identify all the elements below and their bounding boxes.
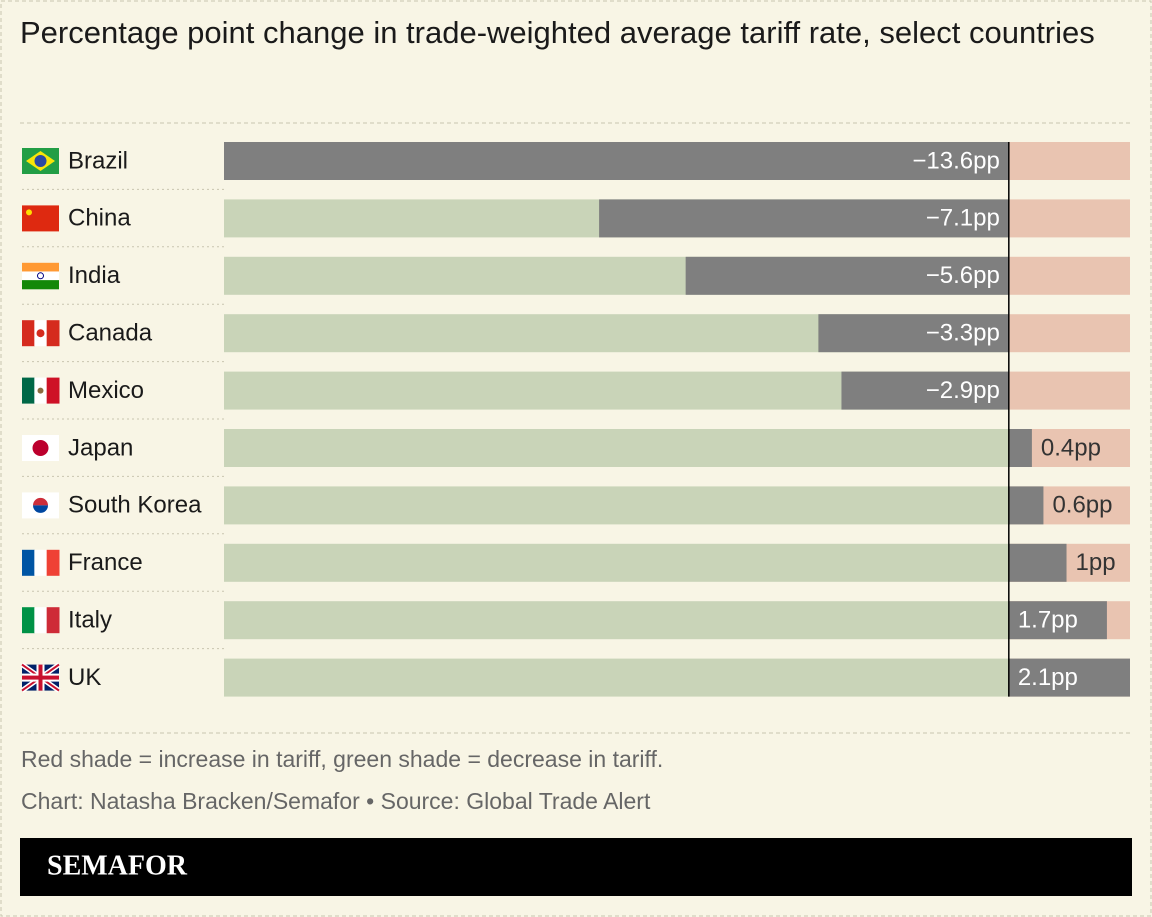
flag-part bbox=[22, 320, 35, 347]
value-label: 0.6pp bbox=[1052, 492, 1112, 519]
flag-part bbox=[37, 387, 44, 394]
chart-title: Percentage point change in trade-weighte… bbox=[20, 15, 1095, 50]
flag-part bbox=[32, 440, 49, 456]
shade-negative bbox=[224, 543, 1009, 582]
category-label: UK bbox=[68, 664, 101, 691]
flag-part bbox=[22, 675, 59, 680]
flag-part bbox=[33, 497, 48, 506]
footer-bar bbox=[20, 838, 1132, 896]
shade-negative bbox=[224, 601, 1009, 640]
flag bbox=[20, 662, 61, 693]
category-label: Brazil bbox=[68, 147, 128, 174]
value-label: 0.4pp bbox=[1041, 434, 1101, 461]
bar bbox=[1008, 429, 1032, 467]
flag-part bbox=[46, 549, 60, 576]
flag-part bbox=[22, 377, 35, 404]
flag-part bbox=[33, 505, 48, 513]
flag bbox=[22, 148, 59, 174]
shade-negative bbox=[224, 429, 1009, 467]
flag bbox=[22, 607, 60, 634]
value-label: −5.6pp bbox=[926, 262, 1000, 289]
shade-positive bbox=[1008, 142, 1130, 180]
flag bbox=[22, 320, 60, 347]
brand: SEMAFOR bbox=[47, 850, 188, 881]
flag-part bbox=[22, 607, 35, 634]
flag-part bbox=[22, 280, 59, 290]
category-label: China bbox=[68, 205, 131, 232]
flag bbox=[22, 549, 60, 576]
category-label: Mexico bbox=[68, 377, 144, 404]
value-label: −13.6pp bbox=[912, 147, 999, 174]
shade-positive bbox=[1008, 314, 1130, 353]
flag bbox=[22, 205, 59, 232]
category-label: Italy bbox=[68, 607, 112, 634]
flag bbox=[22, 262, 59, 290]
category-label: Japan bbox=[68, 434, 133, 461]
shade-negative bbox=[224, 658, 1009, 697]
value-label: −2.9pp bbox=[926, 377, 1000, 404]
flag-part bbox=[46, 607, 60, 634]
flag-part bbox=[22, 262, 59, 272]
category-label: India bbox=[68, 262, 121, 289]
shade-negative bbox=[224, 486, 1009, 525]
bar bbox=[841, 371, 1009, 410]
flag-part bbox=[22, 271, 59, 281]
flag bbox=[22, 492, 59, 519]
note: Red shade = increase in tariff, green sh… bbox=[21, 746, 663, 772]
flag-part bbox=[22, 549, 35, 576]
bar bbox=[818, 314, 1009, 353]
flag-part bbox=[34, 607, 48, 634]
title-box: Percentage point change in trade-weighte… bbox=[20, 15, 1095, 50]
flag-part bbox=[46, 377, 60, 404]
flag-part bbox=[22, 205, 59, 232]
category-label: France bbox=[68, 549, 143, 576]
source: Chart: Natasha Bracken/Semafor • Source:… bbox=[21, 788, 651, 814]
flag-part bbox=[26, 209, 32, 216]
flag-part bbox=[37, 272, 44, 280]
bar bbox=[1008, 658, 1130, 697]
value-label: −7.1pp bbox=[926, 205, 1000, 232]
value-label: 1.7pp bbox=[1018, 607, 1078, 634]
value-label: 1pp bbox=[1076, 549, 1116, 576]
flag bbox=[22, 435, 59, 461]
flag-part bbox=[46, 320, 60, 347]
flag bbox=[22, 377, 60, 404]
bar bbox=[1008, 601, 1107, 640]
bar bbox=[224, 142, 1009, 180]
flag-part bbox=[34, 155, 47, 167]
shade-positive bbox=[1008, 371, 1130, 410]
bar bbox=[1008, 543, 1067, 582]
bar bbox=[685, 256, 1009, 295]
value-label: −3.3pp bbox=[926, 320, 1000, 347]
bar bbox=[599, 199, 1009, 238]
category-label: Canada bbox=[68, 320, 153, 347]
shade-positive bbox=[1008, 256, 1130, 295]
category-label: South Korea bbox=[68, 492, 202, 519]
flag-part bbox=[34, 549, 48, 576]
shade-positive bbox=[1008, 199, 1130, 238]
bar bbox=[1008, 486, 1044, 525]
flag-part bbox=[36, 329, 45, 338]
value-label: 2.1pp bbox=[1018, 664, 1078, 691]
